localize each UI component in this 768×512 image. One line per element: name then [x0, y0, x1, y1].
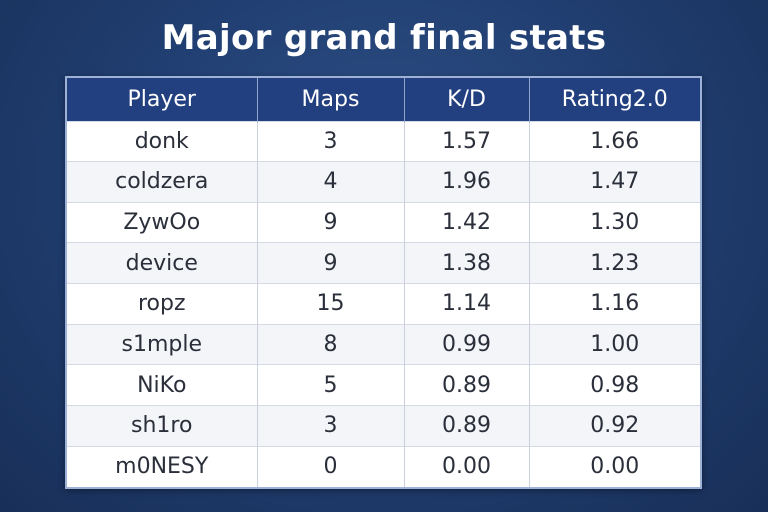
maps-cell: 8 — [257, 323, 405, 365]
rating-cell: 1.47 — [529, 161, 700, 203]
table-row: s1mple 8 0.99 1.00 — [67, 323, 700, 365]
column-header-rating[interactable]: Rating2.0 — [561, 86, 668, 112]
page-title: Major grand final stats — [161, 18, 607, 58]
table-row: donk 3 1.57 1.66 — [67, 120, 700, 162]
player-cell: coldzera — [67, 161, 258, 203]
rating-cell: 0.00 — [529, 445, 700, 487]
table-header-row: Player Maps K/D Rating2.0 — [67, 78, 700, 121]
maps-cell: 9 — [257, 201, 405, 243]
maps-cell: 9 — [257, 242, 405, 284]
maps-cell: 15 — [257, 283, 405, 325]
rating-cell: 1.00 — [529, 323, 700, 365]
stats-table-container: Player Maps K/D Rating2.0 donk 3 1.57 1.… — [65, 76, 702, 489]
kd-cell: 1.14 — [404, 283, 530, 325]
rating-cell: 1.66 — [529, 120, 700, 162]
rating-cell: 0.98 — [529, 364, 700, 406]
player-cell: NiKo — [67, 364, 258, 406]
maps-cell: 0 — [257, 445, 405, 487]
table-row: NiKo 5 0.89 0.98 — [67, 364, 700, 406]
rating-cell: 1.23 — [529, 242, 700, 284]
maps-cell: 3 — [257, 120, 405, 162]
maps-cell: 5 — [257, 364, 405, 406]
kd-cell: 0.99 — [404, 323, 530, 365]
kd-cell: 0.00 — [404, 445, 530, 487]
maps-cell: 4 — [257, 161, 405, 203]
table-row: coldzera 4 1.96 1.47 — [67, 161, 700, 203]
table-row: ZywOo 9 1.42 1.30 — [67, 201, 700, 243]
column-header-kd[interactable]: K/D — [404, 78, 530, 121]
table-row: ropz 15 1.14 1.16 — [67, 283, 700, 325]
player-cell: sh1ro — [67, 405, 258, 447]
player-cell: ZywOo — [67, 201, 258, 243]
column-header-player[interactable]: Player — [67, 78, 258, 121]
player-cell: donk — [67, 120, 258, 162]
column-header-maps[interactable]: Maps — [257, 78, 405, 121]
rating-cell: 1.16 — [529, 283, 700, 325]
table-row: sh1ro 3 0.89 0.92 — [67, 405, 700, 447]
player-cell: device — [67, 242, 258, 284]
maps-cell: 3 — [257, 405, 405, 447]
kd-cell: 1.96 — [404, 161, 530, 203]
player-cell: m0NESY — [67, 445, 258, 487]
rating-cell: 0.92 — [529, 405, 700, 447]
player-cell: ropz — [67, 283, 258, 325]
kd-cell: 0.89 — [404, 364, 530, 406]
player-cell: s1mple — [67, 323, 258, 365]
stats-table: Player Maps K/D Rating2.0 donk 3 1.57 1.… — [67, 78, 700, 487]
rating-cell: 1.30 — [529, 201, 700, 243]
kd-cell: 1.57 — [404, 120, 530, 162]
kd-cell: 1.38 — [404, 242, 530, 284]
table-row: m0NESY 0 0.00 0.00 — [67, 445, 700, 487]
table-row: device 9 1.38 1.23 — [67, 242, 700, 284]
kd-cell: 0.89 — [404, 405, 530, 447]
kd-cell: 1.42 — [404, 201, 530, 243]
